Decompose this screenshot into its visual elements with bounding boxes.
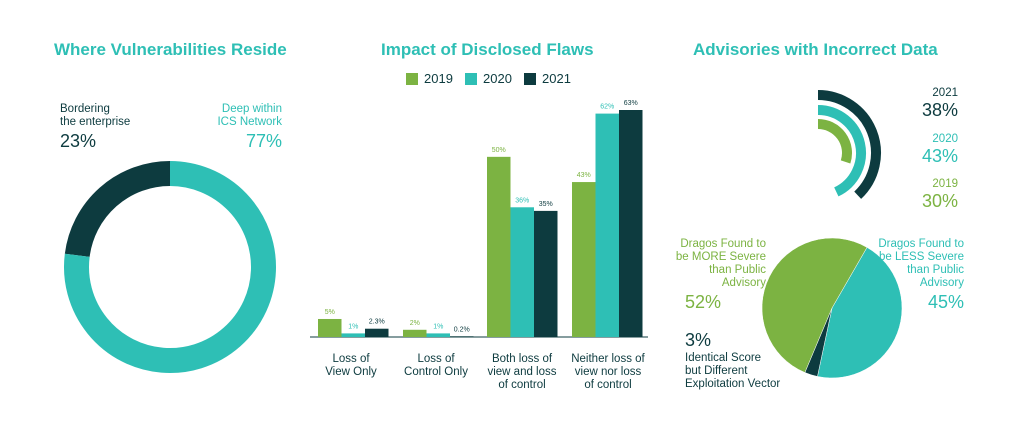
- donut-slice-bordering: [64, 161, 171, 258]
- bar-2020-cat-0: [341, 333, 365, 337]
- bar-2021-cat-0: [365, 328, 389, 337]
- pie-slice-1: [817, 247, 903, 379]
- bar-2021-cat-2: [534, 210, 558, 337]
- legend-label-2021: 2021: [542, 71, 571, 86]
- less-severe-pct: 45%: [927, 292, 964, 312]
- deep-label-line-1: Deep within: [221, 103, 282, 115]
- bar-2019-cat-0: [318, 318, 342, 337]
- category-3-line-3: of control: [584, 379, 632, 391]
- more-severe-label: Dragos Found to be MORE Severe than Publ…: [660, 238, 766, 290]
- category-1-line-2: Control Only: [404, 366, 468, 378]
- bar-label-2020-cat-1: 1%: [433, 323, 443, 330]
- less-severe-label: Dragos Found to be LESS Severe than Publ…: [860, 238, 964, 290]
- bordering-pct: 23%: [60, 131, 97, 151]
- identical-line-1: Identical Score: [685, 352, 762, 364]
- category-1-line-1: Loss of: [417, 353, 455, 365]
- donut-title: Where Vulnerabilities Reside: [54, 40, 287, 59]
- bar-label-2020-cat-2: 36%: [515, 197, 529, 204]
- legend-label-2019: 2019: [424, 71, 453, 86]
- bar-2021-cat-3: [619, 110, 643, 337]
- radial-pct-2019: 30%: [921, 191, 958, 211]
- bar-label-2019-cat-0: 5%: [325, 309, 335, 316]
- legend-swatch-2021: [524, 72, 536, 85]
- more-severe-line-3: than Public: [709, 264, 766, 276]
- identical-line-3: Exploitation Vector: [685, 378, 781, 390]
- radial-year-2020: 2020: [932, 133, 958, 145]
- legend-2019: 2019: [406, 71, 453, 86]
- legend-swatch-2020: [465, 72, 477, 85]
- bar-2021-cat-1: [450, 336, 474, 337]
- less-severe-line-4: Advisory: [919, 277, 964, 289]
- radial-arc-2020: [817, 105, 866, 197]
- bar-label-2021-cat-2: 35%: [539, 201, 553, 208]
- category-label-3: Neither loss of view nor loss of control: [563, 353, 653, 392]
- identical-label: Identical Score but Different Exploitati…: [685, 352, 780, 391]
- bordering-label: Bordering the enterprise: [60, 103, 130, 129]
- deep-label-line-2: ICS Network: [217, 116, 282, 128]
- legend-swatch-2019: [406, 72, 418, 85]
- radial-pct-2020: 43%: [921, 146, 958, 166]
- deep-pct: 77%: [245, 131, 282, 151]
- more-severe-line-1: Dragos Found to: [680, 238, 766, 250]
- radial-title: Advisories with Incorrect Data: [693, 40, 938, 59]
- legend-2021: 2021: [524, 71, 571, 86]
- category-2-line-3: of control: [498, 379, 546, 391]
- bar-label-2019-cat-1: 2%: [410, 320, 420, 327]
- bar-label-2020-cat-0: 1%: [348, 323, 358, 330]
- bar-label-2021-cat-3: 63%: [624, 100, 638, 107]
- radial-year-2021: 2021: [932, 87, 958, 99]
- pie-slice-0: [761, 237, 868, 373]
- category-0-line-1: Loss of: [332, 353, 370, 365]
- bar-label-2019-cat-3: 43%: [577, 172, 591, 179]
- bar-2020-cat-3: [595, 113, 619, 337]
- category-3-line-2: view nor loss: [574, 366, 642, 378]
- category-label-1: Loss of Control Only: [391, 353, 481, 379]
- category-0-line-2: View Only: [325, 366, 377, 378]
- category-2-line-2: view and loss: [487, 366, 557, 378]
- category-3-line-1: Neither loss of: [571, 353, 645, 365]
- radial-arc-2021: [817, 90, 881, 199]
- less-severe-line-1: Dragos Found to: [878, 238, 964, 250]
- less-severe-line-3: than Public: [907, 264, 964, 276]
- bordering-label-line-2: the enterprise: [60, 116, 131, 128]
- bar-label-2021-cat-1: 0.2%: [454, 326, 470, 333]
- bar-label-2021-cat-0: 2.3%: [369, 319, 385, 326]
- bar-2020-cat-1: [426, 333, 450, 337]
- radial-arc-2019: [817, 119, 852, 164]
- donut-slice-deep: [64, 161, 276, 373]
- identical-line-2: but Different: [685, 365, 748, 377]
- bar-2019-cat-3: [572, 182, 596, 337]
- more-severe-pct: 52%: [685, 292, 722, 312]
- bar-2019-cat-1: [403, 329, 427, 337]
- deep-label: Deep within ICS Network: [182, 103, 282, 129]
- radial-year-2019: 2019: [932, 178, 958, 190]
- bar-title: Impact of Disclosed Flaws: [381, 40, 594, 59]
- bar-2019-cat-2: [487, 156, 511, 337]
- category-2-line-1: Both loss of: [491, 353, 553, 365]
- legend-2020: 2020: [465, 71, 512, 86]
- bordering-label-line-1: Bordering: [60, 103, 110, 115]
- bar-2020-cat-2: [510, 207, 534, 337]
- legend-label-2020: 2020: [483, 71, 512, 86]
- bar-label-2020-cat-3: 62%: [600, 104, 614, 111]
- category-label-0: Loss of View Only: [306, 353, 396, 379]
- bar-label-2019-cat-2: 50%: [492, 147, 506, 154]
- identical-pct: 3%: [685, 330, 712, 350]
- more-severe-line-4: Advisory: [721, 277, 766, 289]
- more-severe-line-2: be MORE Severe: [675, 251, 766, 263]
- category-label-2: Both loss of view and loss of control: [477, 353, 567, 392]
- less-severe-line-2: be LESS Severe: [878, 251, 964, 263]
- radial-pct-2021: 38%: [921, 100, 958, 120]
